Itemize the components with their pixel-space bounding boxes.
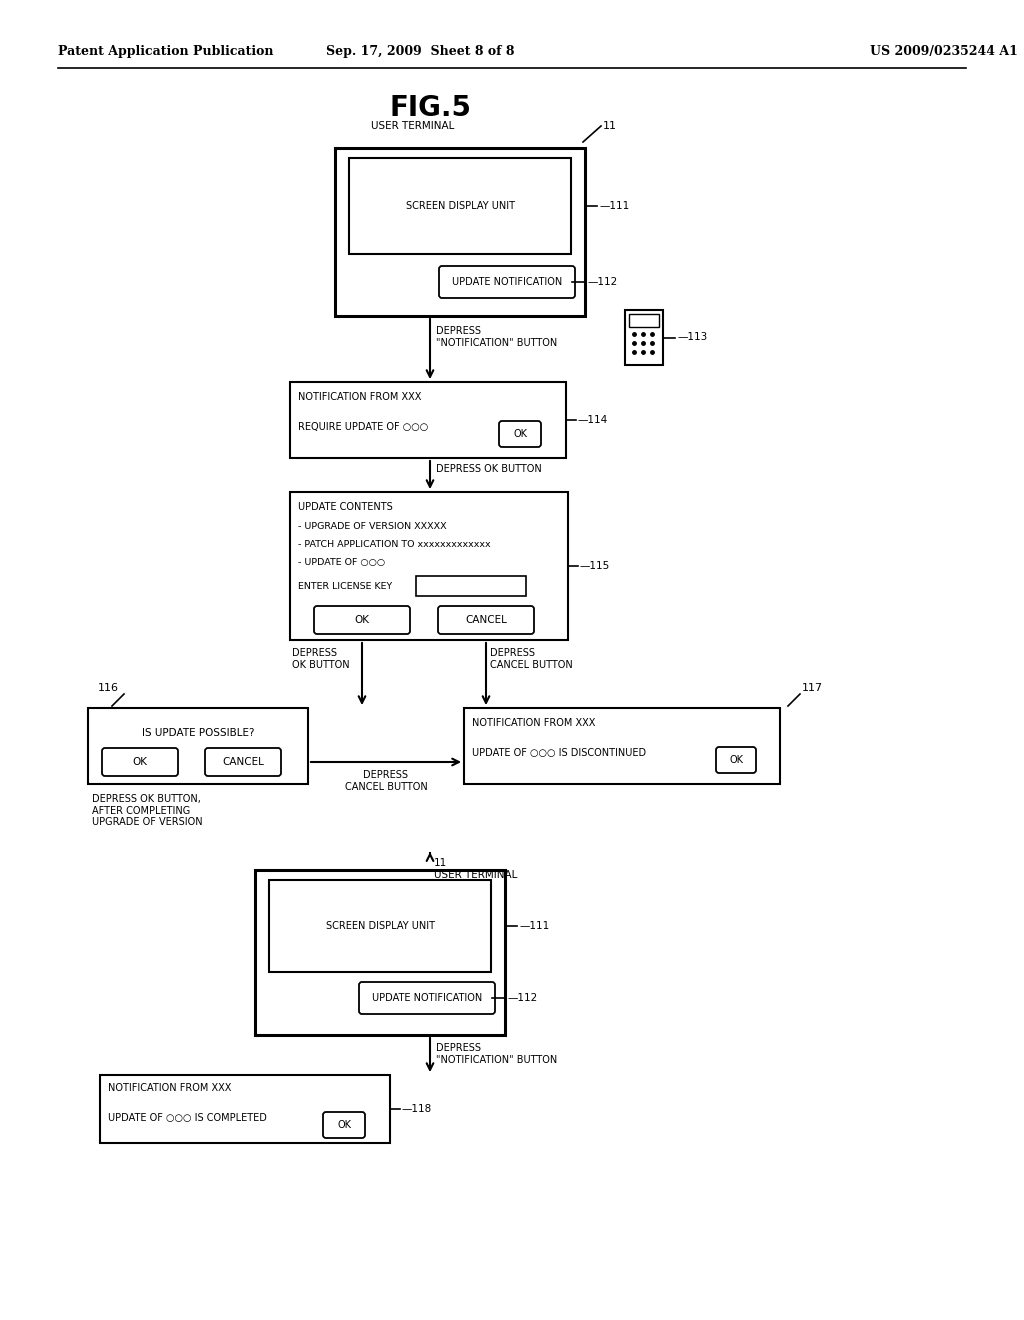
Bar xyxy=(290,381,566,458)
Text: —115: —115 xyxy=(580,561,610,572)
FancyBboxPatch shape xyxy=(314,606,410,634)
Text: —113: —113 xyxy=(677,333,708,342)
Text: OK: OK xyxy=(337,1119,351,1130)
Text: Sep. 17, 2009  Sheet 8 of 8: Sep. 17, 2009 Sheet 8 of 8 xyxy=(326,45,514,58)
Text: 11
USER TERMINAL: 11 USER TERMINAL xyxy=(434,858,517,879)
FancyBboxPatch shape xyxy=(102,748,178,776)
Bar xyxy=(255,870,505,1035)
Text: USER TERMINAL: USER TERMINAL xyxy=(371,121,455,131)
Text: DEPRESS OK BUTTON,
AFTER COMPLETING
UPGRADE OF VERSION: DEPRESS OK BUTTON, AFTER COMPLETING UPGR… xyxy=(92,795,203,828)
Bar xyxy=(335,148,585,315)
Bar xyxy=(416,576,526,597)
Text: —111: —111 xyxy=(599,201,630,211)
Bar xyxy=(88,708,308,784)
Text: NOTIFICATION FROM XXX: NOTIFICATION FROM XXX xyxy=(298,392,421,403)
Text: UPDATE CONTENTS: UPDATE CONTENTS xyxy=(298,502,393,512)
Text: - UPDATE OF ○○○: - UPDATE OF ○○○ xyxy=(298,558,385,568)
Text: DEPRESS
"NOTIFICATION" BUTTON: DEPRESS "NOTIFICATION" BUTTON xyxy=(436,326,557,347)
Text: —114: —114 xyxy=(578,414,608,425)
Text: NOTIFICATION FROM XXX: NOTIFICATION FROM XXX xyxy=(108,1082,231,1093)
Text: UPDATE NOTIFICATION: UPDATE NOTIFICATION xyxy=(372,993,482,1003)
Text: OK: OK xyxy=(132,756,147,767)
Text: SCREEN DISPLAY UNIT: SCREEN DISPLAY UNIT xyxy=(326,921,434,931)
Text: —112: —112 xyxy=(587,277,617,286)
Text: —112: —112 xyxy=(507,993,538,1003)
Text: CANCEL: CANCEL xyxy=(222,756,264,767)
Text: —111: —111 xyxy=(519,921,549,931)
Text: DEPRESS
CANCEL BUTTON: DEPRESS CANCEL BUTTON xyxy=(345,770,427,792)
Bar xyxy=(629,314,659,327)
Text: REQUIRE UPDATE OF ○○○: REQUIRE UPDATE OF ○○○ xyxy=(298,422,428,432)
Text: NOTIFICATION FROM XXX: NOTIFICATION FROM XXX xyxy=(472,718,595,729)
FancyBboxPatch shape xyxy=(438,606,534,634)
FancyBboxPatch shape xyxy=(323,1111,365,1138)
Text: OK: OK xyxy=(513,429,527,440)
Text: 11: 11 xyxy=(603,121,617,131)
Text: DEPRESS
OK BUTTON: DEPRESS OK BUTTON xyxy=(292,648,349,669)
Text: ENTER LICENSE KEY: ENTER LICENSE KEY xyxy=(298,582,392,591)
Bar xyxy=(269,880,490,972)
FancyBboxPatch shape xyxy=(716,747,756,774)
Text: CANCEL: CANCEL xyxy=(465,615,507,624)
FancyBboxPatch shape xyxy=(499,421,541,447)
FancyBboxPatch shape xyxy=(439,267,575,298)
Text: - PATCH APPLICATION TO xxxxxxxxxxxxx: - PATCH APPLICATION TO xxxxxxxxxxxxx xyxy=(298,540,490,549)
FancyBboxPatch shape xyxy=(359,982,495,1014)
Bar xyxy=(349,158,571,253)
Bar xyxy=(290,492,568,640)
Text: UPDATE OF ○○○ IS COMPLETED: UPDATE OF ○○○ IS COMPLETED xyxy=(108,1113,267,1123)
Text: UPDATE NOTIFICATION: UPDATE NOTIFICATION xyxy=(452,277,562,286)
Text: —118: —118 xyxy=(402,1104,432,1114)
Bar xyxy=(625,310,663,366)
Text: Patent Application Publication: Patent Application Publication xyxy=(58,45,273,58)
Bar xyxy=(100,1074,390,1143)
Text: 116: 116 xyxy=(98,682,119,693)
FancyBboxPatch shape xyxy=(205,748,281,776)
Text: 117: 117 xyxy=(802,682,823,693)
Text: OK: OK xyxy=(729,755,743,766)
Text: OK: OK xyxy=(354,615,370,624)
Text: IS UPDATE POSSIBLE?: IS UPDATE POSSIBLE? xyxy=(141,729,254,738)
Text: - UPGRADE OF VERSION XXXXX: - UPGRADE OF VERSION XXXXX xyxy=(298,521,446,531)
Text: US 2009/0235244 A1: US 2009/0235244 A1 xyxy=(870,45,1018,58)
Text: DEPRESS
CANCEL BUTTON: DEPRESS CANCEL BUTTON xyxy=(490,648,572,669)
Text: FIG.5: FIG.5 xyxy=(389,94,471,121)
Text: SCREEN DISPLAY UNIT: SCREEN DISPLAY UNIT xyxy=(406,201,514,211)
Bar xyxy=(464,708,780,784)
Text: DEPRESS OK BUTTON: DEPRESS OK BUTTON xyxy=(436,465,542,474)
Text: DEPRESS
"NOTIFICATION" BUTTON: DEPRESS "NOTIFICATION" BUTTON xyxy=(436,1043,557,1065)
Text: UPDATE OF ○○○ IS DISCONTINUED: UPDATE OF ○○○ IS DISCONTINUED xyxy=(472,748,646,758)
